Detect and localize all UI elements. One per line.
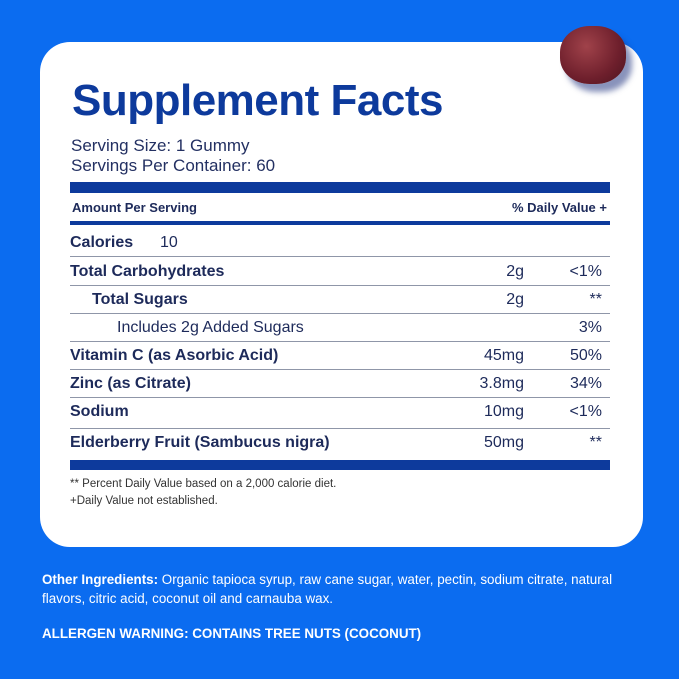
row-amount: 2g bbox=[506, 291, 524, 308]
allergen-warning: ALLERGEN WARNING: CONTAINS TREE NUTS (CO… bbox=[42, 626, 422, 641]
table-row: Zinc (as Citrate) 3.8mg 34% bbox=[70, 369, 610, 398]
row-dv: <1% bbox=[569, 263, 602, 280]
other-ingredients-text: Organic tapioca syrup, raw cane sugar, w… bbox=[42, 572, 613, 606]
row-amount: 10mg bbox=[483, 403, 524, 420]
table-row: Vitamin C (as Asorbic Acid) 45mg 50% bbox=[70, 341, 610, 370]
table-row: Includes 2g Added Sugars 3% bbox=[70, 313, 610, 342]
row-dv: ** bbox=[589, 434, 602, 451]
calories-value: 10 bbox=[160, 234, 178, 251]
row-label: Total Sugars bbox=[92, 291, 188, 308]
calories-row: Calories 10 bbox=[70, 228, 610, 257]
table-row: Sodium 10mg <1% bbox=[70, 397, 610, 429]
row-label: Includes 2g Added Sugars bbox=[117, 319, 304, 336]
other-ingredients: Other Ingredients: Organic tapioca syrup… bbox=[42, 570, 642, 608]
row-label: Sodium bbox=[70, 403, 129, 420]
row-amount: 50mg bbox=[483, 434, 524, 451]
serving-size: Serving Size: 1 Gummy bbox=[71, 136, 250, 155]
calories-label: Calories bbox=[70, 234, 134, 251]
footnote-not-established: +Daily Value not established. bbox=[70, 495, 218, 507]
servings-per-container: Servings Per Container: 60 bbox=[71, 156, 276, 175]
row-amount: 3.8mg bbox=[479, 375, 524, 392]
amount-header: Amount Per Serving bbox=[72, 200, 197, 215]
row-label: Total Carbohydrates bbox=[70, 263, 225, 280]
dv-header: % Daily Value + bbox=[511, 200, 607, 215]
row-dv: 3% bbox=[578, 319, 602, 336]
row-label: Vitamin C (as Asorbic Acid) bbox=[70, 347, 279, 364]
divider-bottom bbox=[70, 460, 610, 470]
table-row: Elderberry Fruit (Sambucus nigra) 50mg ** bbox=[70, 428, 610, 456]
row-label: Zinc (as Citrate) bbox=[70, 375, 191, 392]
row-dv: <1% bbox=[569, 403, 602, 420]
row-amount: 2g bbox=[506, 263, 524, 280]
row-dv: 50% bbox=[569, 347, 602, 364]
table-row: Total Sugars 2g ** bbox=[70, 285, 610, 314]
table-row: Total Carbohydrates 2g <1% bbox=[70, 257, 610, 286]
gummy-image bbox=[560, 26, 626, 84]
divider-thick bbox=[70, 182, 610, 193]
page-title: Supplement Facts bbox=[72, 76, 443, 125]
row-label: Elderberry Fruit (Sambucus nigra) bbox=[70, 434, 330, 451]
row-amount: 45mg bbox=[483, 347, 524, 364]
other-ingredients-label: Other Ingredients: bbox=[42, 572, 159, 587]
footnote-dv: ** Percent Daily Value based on a 2,000 … bbox=[70, 478, 337, 490]
row-dv: ** bbox=[589, 291, 602, 308]
divider-medium bbox=[70, 221, 610, 225]
row-dv: 34% bbox=[569, 375, 602, 392]
